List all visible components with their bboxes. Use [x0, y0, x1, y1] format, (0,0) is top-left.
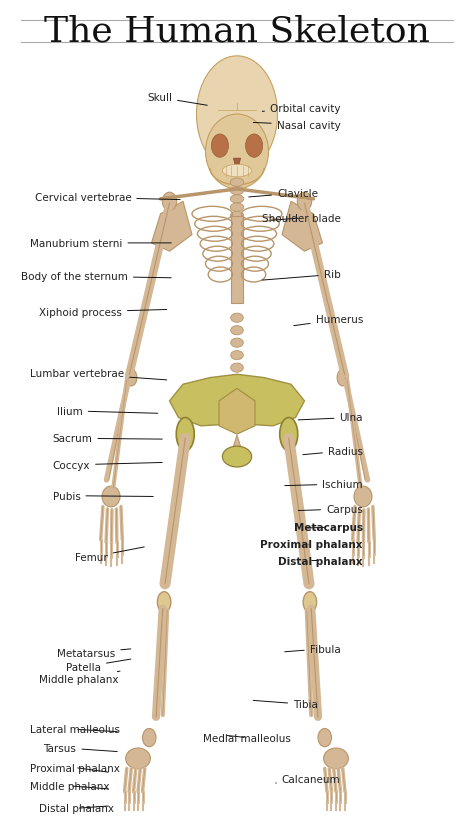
- Text: Metatarsus: Metatarsus: [57, 648, 131, 658]
- Text: Body of the sternum: Body of the sternum: [21, 272, 171, 282]
- Ellipse shape: [102, 487, 120, 507]
- Text: Orbital cavity: Orbital cavity: [262, 104, 340, 114]
- Text: Ilium: Ilium: [57, 406, 158, 416]
- Text: Femur: Femur: [75, 548, 144, 563]
- Text: Nasal cavity: Nasal cavity: [253, 120, 340, 130]
- Ellipse shape: [337, 370, 348, 386]
- Polygon shape: [219, 389, 255, 435]
- Ellipse shape: [231, 364, 243, 373]
- Polygon shape: [282, 202, 322, 252]
- Polygon shape: [233, 159, 241, 169]
- Polygon shape: [152, 202, 192, 252]
- Polygon shape: [170, 375, 304, 426]
- Text: Pubis: Pubis: [53, 491, 153, 501]
- Text: Middle phalanx: Middle phalanx: [39, 671, 120, 685]
- Ellipse shape: [231, 339, 243, 348]
- Ellipse shape: [230, 212, 244, 221]
- Text: Manubrium sterni: Manubrium sterni: [30, 238, 171, 248]
- Text: Tarsus: Tarsus: [44, 742, 117, 752]
- Text: Lumbar vertebrae: Lumbar vertebrae: [30, 369, 167, 380]
- Ellipse shape: [157, 592, 171, 613]
- Ellipse shape: [211, 135, 228, 158]
- Text: Tibia: Tibia: [253, 700, 318, 710]
- Ellipse shape: [280, 418, 298, 451]
- Ellipse shape: [162, 193, 177, 212]
- Ellipse shape: [354, 487, 372, 507]
- Text: Skull: Skull: [147, 94, 207, 106]
- Text: Ulna: Ulna: [298, 413, 363, 423]
- Text: Coccyx: Coccyx: [53, 461, 162, 471]
- Ellipse shape: [230, 187, 244, 196]
- Ellipse shape: [143, 729, 156, 747]
- Text: Cervical vertebrae: Cervical vertebrae: [35, 193, 180, 203]
- Ellipse shape: [222, 446, 252, 467]
- Text: Distal phalanx: Distal phalanx: [39, 803, 114, 813]
- Text: Radius: Radius: [303, 446, 363, 456]
- Text: Shoulder blade: Shoulder blade: [262, 214, 340, 224]
- Ellipse shape: [230, 204, 244, 212]
- Text: Xiphoid process: Xiphoid process: [39, 308, 167, 318]
- Ellipse shape: [176, 418, 194, 451]
- Text: Ischium: Ischium: [285, 479, 363, 489]
- Text: Rib: Rib: [262, 270, 340, 281]
- Text: The Human Skeleton: The Human Skeleton: [44, 15, 430, 48]
- Ellipse shape: [231, 326, 243, 335]
- Text: Distal phalanx: Distal phalanx: [278, 556, 363, 566]
- Ellipse shape: [197, 57, 277, 173]
- Ellipse shape: [318, 729, 331, 747]
- Ellipse shape: [230, 179, 244, 187]
- Bar: [231, 217, 243, 303]
- Text: Calcaneum: Calcaneum: [276, 774, 340, 784]
- Polygon shape: [233, 436, 241, 456]
- Text: Metacarpus: Metacarpus: [294, 522, 363, 533]
- Ellipse shape: [231, 314, 243, 323]
- Ellipse shape: [231, 351, 243, 360]
- Ellipse shape: [230, 196, 244, 204]
- Text: Carpus: Carpus: [298, 504, 363, 514]
- Text: Patella: Patella: [66, 660, 131, 672]
- Text: Humerus: Humerus: [294, 315, 363, 326]
- Text: Proximal phalanx: Proximal phalanx: [261, 539, 363, 549]
- Ellipse shape: [126, 748, 150, 769]
- Ellipse shape: [126, 370, 137, 386]
- Ellipse shape: [246, 135, 263, 158]
- Text: Sacrum: Sacrum: [53, 434, 162, 444]
- Text: Middle phalanx: Middle phalanx: [30, 781, 109, 791]
- Ellipse shape: [303, 592, 317, 613]
- Ellipse shape: [297, 193, 312, 212]
- Text: Medial malleolus: Medial malleolus: [203, 732, 291, 742]
- Text: Clavicle: Clavicle: [249, 189, 318, 199]
- Ellipse shape: [324, 748, 348, 769]
- Ellipse shape: [206, 115, 268, 190]
- Text: Fibula: Fibula: [285, 644, 340, 654]
- Text: Proximal phalanx: Proximal phalanx: [30, 762, 120, 772]
- Ellipse shape: [222, 166, 252, 177]
- Text: Lateral malleolus: Lateral malleolus: [30, 725, 120, 734]
